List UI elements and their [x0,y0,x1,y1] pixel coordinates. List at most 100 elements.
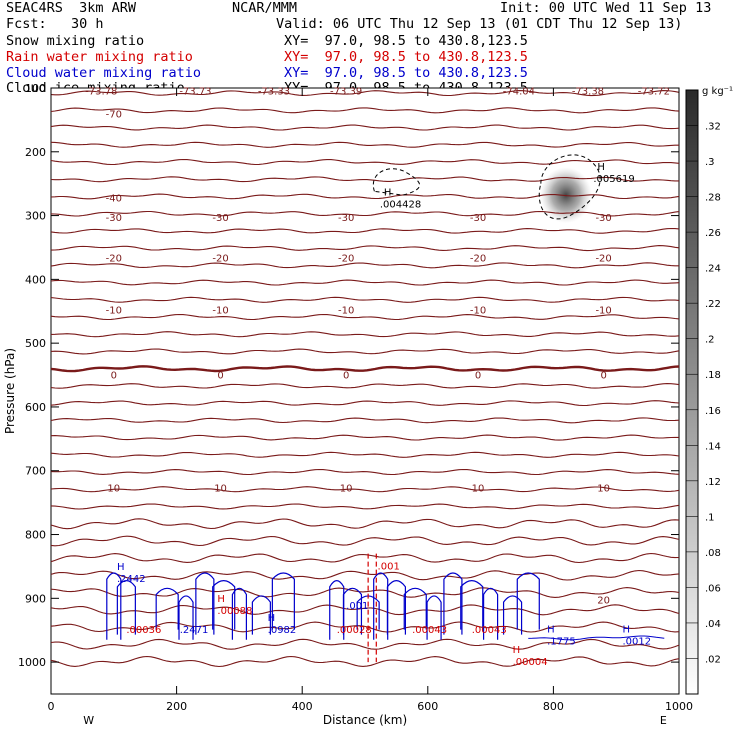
temperature-contour-label: -10 [595,305,611,316]
x-tick-label: 200 [166,700,187,713]
temperature-contour-label: -30 [212,213,228,224]
field-label-rain: Rain water mixing ratio [6,49,193,65]
cloud-water-contour [403,587,427,630]
cloud-water-contour [426,595,442,640]
x-tick-label: 600 [417,700,438,713]
temperature-contour-line [50,552,680,564]
temperature-contour-label: 0 [475,370,481,381]
cloud-water-max-value: .0012 [622,637,651,648]
temperature-minimum-label: -73.33 [258,86,290,97]
colorbar-tick-label: .18 [705,370,721,381]
cloud-water-contour [342,587,363,635]
colorbar-tick-label: .16 [705,406,721,417]
colorbar-tick-label: .1 [705,512,715,523]
colorbar-scale [685,89,699,695]
temperature-contour-line [50,365,680,373]
temperature-contour-line [50,417,680,424]
x-end-label-east: E [660,714,667,727]
temperature-minimum-label: -74.04 [503,86,535,97]
temperature-contour-label: -30 [595,213,611,224]
temperature-contour-line [50,158,680,166]
rain-max-value: .00004 [513,657,548,668]
colorbar-tick-label: .28 [705,193,721,204]
organization: NCAR/MMM [232,0,298,16]
temperature-contour-label: -30 [338,213,354,224]
y-tick-label: 800 [25,529,46,542]
colorbar-tick-label: .02 [705,654,721,665]
colorbar-tick-label: .26 [705,228,721,239]
temperature-contour-label: 0 [111,370,117,381]
temperature-contour-line [50,655,680,668]
x-tick-label: 800 [543,700,564,713]
temperature-contour-label: 0 [600,370,606,381]
rain-max-value: .00043 [412,625,447,636]
temperature-contour-label: 0 [343,370,349,381]
cloud-water-contour [386,580,406,635]
temperature-contour-line [50,176,679,183]
temperature-minimum-label: -73.39 [330,86,362,97]
y-tick-label: 300 [25,210,46,223]
temperature-contour-line [50,518,680,530]
rain-max-value: .00028 [337,625,372,636]
temperature-contour-label: -10 [106,305,122,316]
temperature-contour-line [50,486,680,493]
cloud-water-contour [155,587,179,630]
colorbar-tick-label: .14 [705,441,721,452]
cloud-water-max-label: H [117,562,125,573]
cloud-water-contour [178,595,194,640]
colorbar-tick-label: .22 [705,299,721,310]
temperature-contour-line [50,569,680,581]
temperature-contour-label: -10 [470,305,486,316]
temperature-contour-label: -20 [470,254,486,265]
field-xy-snow: XY= 97.0, 98.5 to 430.8,123.5 [284,33,528,49]
cloud-water-contour [460,580,484,630]
temperature-minimum-label: -73.38 [572,86,604,97]
temperature-contour-label: -20 [212,254,228,265]
colorbar-tick-label: .24 [705,264,721,275]
contour-labels: -70 -40 -30 -30 -30 -30 -30 -20 -20 -20 -20 -20 -10 -… [85,86,670,668]
temperature-minimum-label: -73.73 [179,86,211,97]
cloud-water-contour [251,595,271,635]
rain-max-value: .00088 [217,606,252,617]
colorbar-unit: g kg⁻¹ [702,86,733,97]
temperature-contour-line [50,141,679,148]
cloud-water-contours [106,572,665,641]
cloud-water-contour [195,572,215,635]
field-label-snow: Snow mixing ratio [6,33,145,49]
temperature-contour-line [50,451,680,458]
y-tick-label: 400 [25,273,46,286]
snow-max-value: .004428 [380,199,421,210]
cloud-water-contour [373,572,389,640]
cloud-water-max-value: .2442 [117,574,146,585]
colorbar-tick-label: .08 [705,548,721,559]
colorbar-tick-label: .3 [705,157,715,168]
temperature-contour-label: -40 [106,194,122,205]
cloud-water-max-value: .2471 [180,625,209,636]
temperature-contour-line [50,279,680,286]
x-axis-title: Distance (km) [323,713,407,727]
temperature-contour-line [50,503,680,510]
y-tick-label: 100 [25,82,46,95]
temperature-contour-label: -30 [106,213,122,224]
temperature-contour-line [50,313,680,321]
cloud-water-max-value: .001 [346,601,368,612]
snow-max-label: H [384,187,392,198]
cloud-water-contour [329,580,345,640]
colorbar: .02 .04 .06 .08 .1 .12 .14 .16 .18 .2 .22 .24 .26 .28… [685,86,733,695]
temperature-contour-line [50,348,680,355]
temperature-contour-line [50,90,680,97]
cloud-water-contour [483,587,499,640]
x-end-label-west: W [83,714,94,727]
temperature-contour-label: 10 [597,483,610,494]
temperature-contour-line [50,296,680,303]
field-xy-rain: XY= 97.0, 98.5 to 430.8,123.5 [284,49,528,65]
temperature-contour-label: 10 [472,483,485,494]
temperature-contour-label: -20 [595,254,611,265]
colorbar-tick-label: .04 [705,619,721,630]
temperature-contour-label: 10 [107,483,120,494]
temperature-contour-line [50,193,680,200]
cloud-water-contour-base [528,635,665,641]
x-tick-label: 400 [292,700,313,713]
temperature-contour-line [50,468,680,476]
rain-max-value: .00036 [126,625,161,636]
